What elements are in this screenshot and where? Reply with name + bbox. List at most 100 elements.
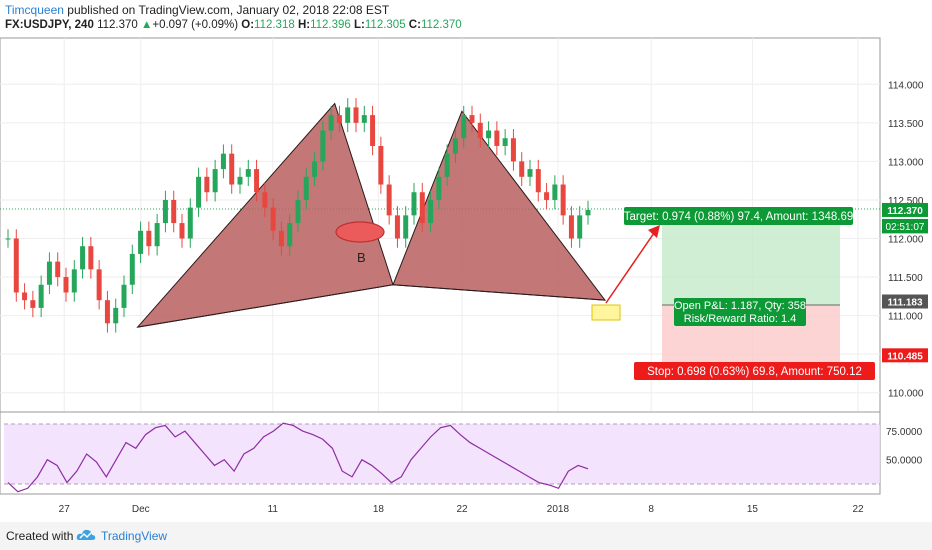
point-b-marker[interactable] — [335, 221, 385, 243]
candle-body — [121, 284, 127, 308]
candle-body — [80, 246, 86, 270]
candle-body — [22, 292, 28, 301]
candle-body — [320, 130, 326, 162]
candle-body — [452, 138, 458, 154]
candle-body — [129, 253, 135, 285]
candle-body — [245, 169, 251, 177]
candle-body — [312, 161, 318, 177]
candle-body — [237, 176, 243, 185]
symbol-ticker[interactable]: FX:USDJPY, 240 — [5, 19, 94, 31]
candle-body — [585, 209, 591, 216]
symbol-info-line: FX:USDJPY, 240 112.370 ▲+0.097 (+0.09%) … — [5, 18, 462, 33]
candle-body — [154, 223, 160, 247]
candle-body — [336, 115, 342, 123]
price-badge-bg — [882, 294, 928, 309]
candle-body — [278, 230, 284, 247]
tradingview-cloud-icon[interactable] — [76, 528, 96, 542]
candle-body — [220, 153, 226, 170]
candle-body — [13, 238, 19, 293]
candle-body — [138, 230, 144, 254]
candle-body — [361, 115, 367, 123]
high-value: 112.396 — [310, 19, 351, 31]
candle-body — [196, 176, 202, 208]
candle-body — [270, 207, 276, 231]
y-tick-label: 113.500 — [888, 119, 924, 130]
candle-body — [204, 176, 210, 193]
time-axis: 27 Dec 11 18 22 2018 8 15 22 — [59, 504, 864, 515]
candle-body — [403, 215, 409, 239]
candle-body — [229, 153, 235, 185]
candle-body — [328, 115, 334, 131]
candle-body — [494, 130, 500, 146]
candle-body — [568, 215, 574, 239]
candle-body — [187, 207, 193, 239]
arrow-head-icon — [648, 225, 660, 238]
y-tick-label: 111.000 — [888, 312, 923, 323]
price-badge-bg — [882, 348, 928, 363]
x-tick-label: 27 — [59, 504, 71, 515]
projection-arrow — [605, 232, 655, 304]
candle-body — [88, 246, 94, 270]
publish-header: Timcqueen published on TradingView.com, … — [5, 2, 389, 18]
candle-body — [527, 169, 533, 177]
candle-body — [295, 199, 301, 224]
candle-body — [544, 192, 550, 200]
candle-body — [345, 107, 351, 123]
y-tick-label: 111.500 — [888, 273, 923, 284]
author-name[interactable]: Timcqueen — [5, 3, 64, 17]
price-badge: 110.485 — [882, 348, 928, 363]
candle-body — [262, 192, 268, 208]
x-tick-label: 15 — [747, 504, 759, 515]
created-with-text: Created with — [6, 529, 74, 543]
candle-body — [502, 138, 508, 146]
candle-body — [38, 284, 44, 308]
pattern-d-box[interactable] — [591, 304, 621, 321]
candle-body — [428, 199, 434, 224]
y-tick-label: 112.500 — [888, 196, 924, 207]
candle-body — [353, 107, 359, 123]
close-value: 112.370 — [420, 19, 462, 31]
x-tick-label: 11 — [268, 504, 279, 515]
candle-body — [212, 169, 218, 193]
rsi-line — [7, 422, 589, 493]
rsi-band — [4, 424, 880, 484]
open-value: 112.318 — [254, 19, 295, 31]
candle-body — [535, 169, 541, 193]
price-chart[interactable]: 114.000 113.500 113.000 112.500 112.000 111.5… — [0, 0, 932, 522]
x-tick-label: 2018 — [547, 504, 570, 515]
candle-body — [510, 138, 516, 162]
rsi-axis: 75.0000 50.0000 — [886, 427, 923, 467]
candle-body — [5, 238, 11, 240]
candle-body — [162, 199, 168, 224]
target-zone[interactable] — [662, 225, 840, 305]
candle-body — [469, 115, 475, 123]
price-badge-bg — [882, 202, 928, 217]
price-badge-label: 111.183 — [887, 297, 922, 308]
candle-body — [386, 184, 392, 216]
y-tick-label: 113.000 — [888, 157, 924, 168]
x-tick-label: 22 — [852, 504, 864, 515]
close-label: C: — [408, 19, 421, 31]
candle-body — [411, 192, 417, 216]
pattern-baseline — [137, 284, 606, 328]
candle-body — [113, 307, 119, 324]
low-label: L: — [354, 19, 365, 31]
candle-body — [254, 169, 260, 193]
tradingview-brand[interactable]: TradingView — [101, 529, 168, 543]
x-tick-label: 22 — [456, 504, 468, 515]
x-tick-label: 8 — [648, 504, 654, 515]
price-badge-label: 110.485 — [887, 351, 923, 362]
candle-body — [477, 122, 483, 139]
rsi-tick-label: 75.0000 — [886, 427, 923, 438]
stop-label: Stop: 0.698 (0.63%) 69.8, Amount: 750.12 — [647, 366, 862, 378]
footer-bar: Created with TradingView — [0, 522, 932, 550]
candle-body — [146, 230, 152, 247]
y-tick-label: 114.000 — [888, 80, 924, 91]
candle-body — [303, 176, 309, 200]
stop-label-box[interactable]: Stop: 0.698 (0.63%) 69.8, Amount: 750.12 — [634, 362, 875, 380]
rsi-series — [7, 422, 589, 493]
target-label-box[interactable]: Target: 0.974 (0.88%) 97.4, Amount: 1348… — [624, 207, 854, 225]
candle-body — [419, 192, 425, 224]
open-pl-box[interactable]: Open P&L: 1.187, Qty: 358 Risk/Reward Ra… — [674, 298, 806, 326]
candle-body — [179, 223, 185, 239]
